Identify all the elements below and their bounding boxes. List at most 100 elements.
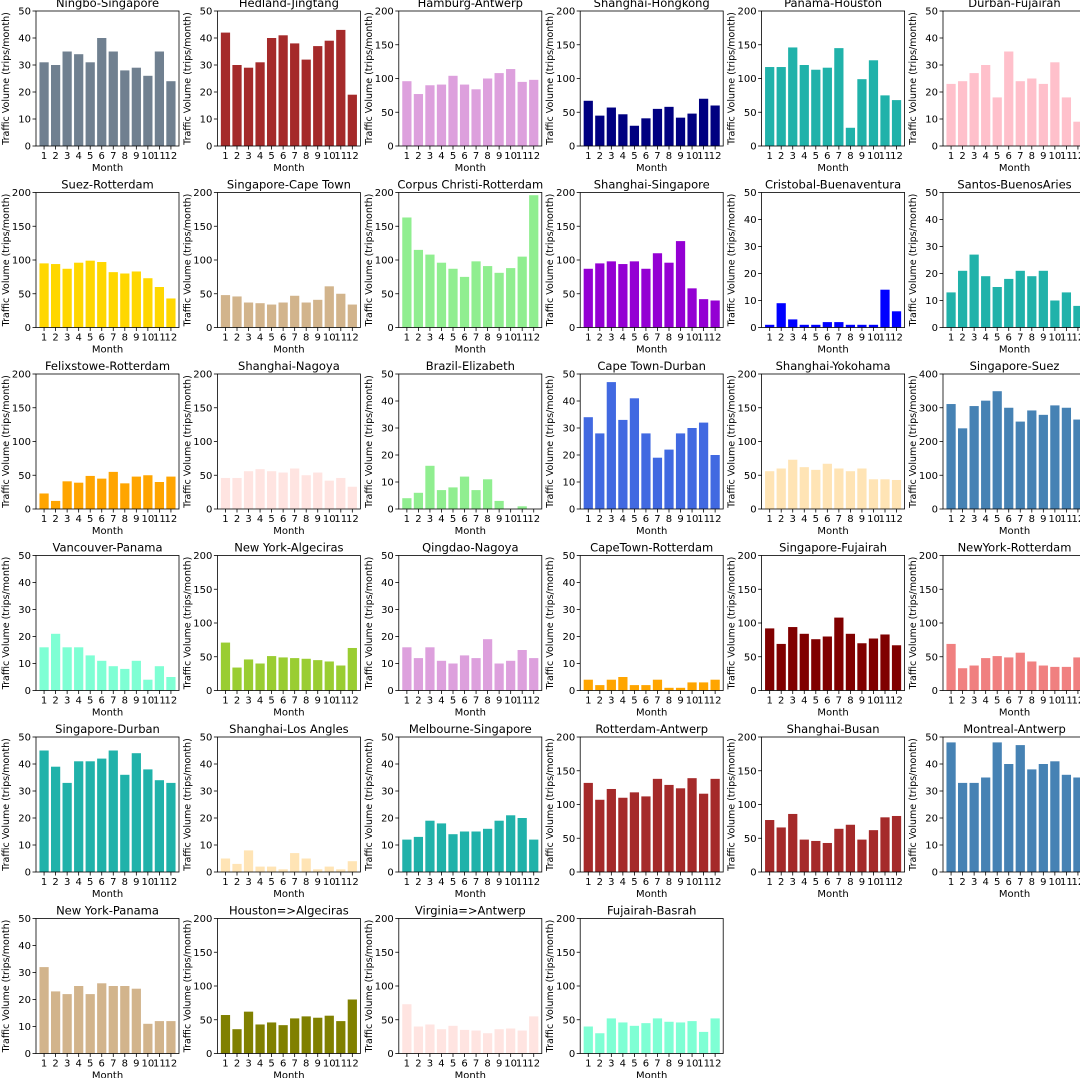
bar [946,83,956,146]
bar [880,95,890,147]
y-tick-label: 150 [556,222,575,233]
y-tick-label: 100 [12,437,31,448]
x-tick-label: 11 [153,1059,166,1070]
x-tick-label: 3 [64,514,70,525]
bar [494,73,504,146]
bar [62,994,72,1054]
y-tick-label: 0 [750,323,756,334]
x-tick-label: 12 [709,514,722,525]
bar [255,62,265,146]
y-tick-label: 200 [193,188,212,199]
x-tick-label: 10 [867,696,880,707]
y-axis-label: Traffic Volume (trips/month) [364,738,375,872]
x-tick-label: 10 [141,1059,154,1070]
x-tick-label: 11 [879,151,892,162]
bar [880,289,890,328]
bar [413,94,424,146]
y-tick-label: 30 [18,787,31,798]
x-tick-label: 1 [404,696,410,707]
x-tick-label: 10 [686,333,699,344]
x-tick-label: 8 [484,696,490,707]
x-tick-label: 6 [824,696,830,707]
axes-frame [398,555,543,691]
y-tick-label: 0 [387,868,393,879]
x-tick-label: 6 [99,514,105,525]
axes-frame [398,373,543,510]
x-tick-label: 8 [666,877,672,888]
x-tick-label: 12 [165,151,178,162]
bar [255,469,265,509]
bar [868,830,879,872]
x-tick-label: 4 [620,1059,626,1070]
x-tick-label: 4 [982,696,988,707]
bar [652,679,663,691]
y-tick-label: 100 [738,74,757,85]
bar [606,679,616,691]
y-tick-label: 0 [387,686,393,697]
x-axis-label: Month [455,1071,486,1078]
x-tick-label: 1 [222,151,228,162]
y-tick-label: 30 [925,61,938,72]
x-tick-label: 10 [1048,151,1061,162]
x-tick-label: 3 [608,514,614,525]
axes-frame [761,555,905,691]
bar [868,638,879,691]
bar [436,660,447,691]
y-axis-label: Traffic Volume (trips/month) [182,12,193,146]
x-tick-label: 9 [1040,514,1046,525]
x-tick-label: 4 [982,877,988,888]
y-axis-label: Traffic Volume (trips/month) [182,557,193,691]
bar [336,1021,346,1054]
bar [402,1004,412,1054]
bar [471,658,481,691]
x-tick-label: 2 [959,877,965,888]
x-tick-label: 1 [404,333,410,344]
x-axis-label: Month [455,163,486,174]
bar [595,263,605,328]
bar [232,863,242,872]
y-tick-label: 20 [18,88,31,99]
bar [857,324,867,328]
x-tick-label: 11 [334,696,347,707]
y-tick-label: 40 [381,760,394,771]
bar [969,254,979,328]
bar [788,459,798,509]
bar [471,1030,481,1054]
bar [788,47,798,147]
x-tick-label: 5 [631,514,637,525]
axes-frame [398,918,543,1054]
x-tick-label: 12 [165,696,178,707]
x-axis-label: Month [636,345,667,356]
y-tick-label: 200 [193,914,212,925]
x-tick-label: 1 [766,151,772,162]
x-axis-label: Month [273,345,304,356]
y-tick-label: 30 [925,242,938,253]
bar [957,428,968,509]
y-tick-label: 150 [12,403,31,414]
x-tick-label: 1 [404,151,410,162]
bar [425,465,435,509]
y-axis-label: Traffic Volume (trips/month) [727,194,738,328]
axes-frame [398,736,543,873]
x-tick-label: 7 [110,151,116,162]
x-tick-label: 9 [859,696,865,707]
x-tick-label: 4 [75,333,81,344]
y-tick-label: 50 [18,914,31,925]
y-tick-label: 40 [18,941,31,952]
bar [969,665,979,691]
bar [583,417,593,509]
x-tick-label: 2 [52,151,58,162]
bar [687,113,697,146]
bar [494,272,504,328]
x-tick-label: 1 [948,151,954,162]
x-tick-label: 1 [766,333,772,344]
bar [50,264,61,328]
x-tick-label: 10 [141,877,154,888]
bar [301,858,311,872]
x-tick-label: 6 [99,333,105,344]
bar [494,1029,504,1054]
axes-frame [579,10,724,147]
chart-title: Brazil-Elizabeth [426,359,515,373]
